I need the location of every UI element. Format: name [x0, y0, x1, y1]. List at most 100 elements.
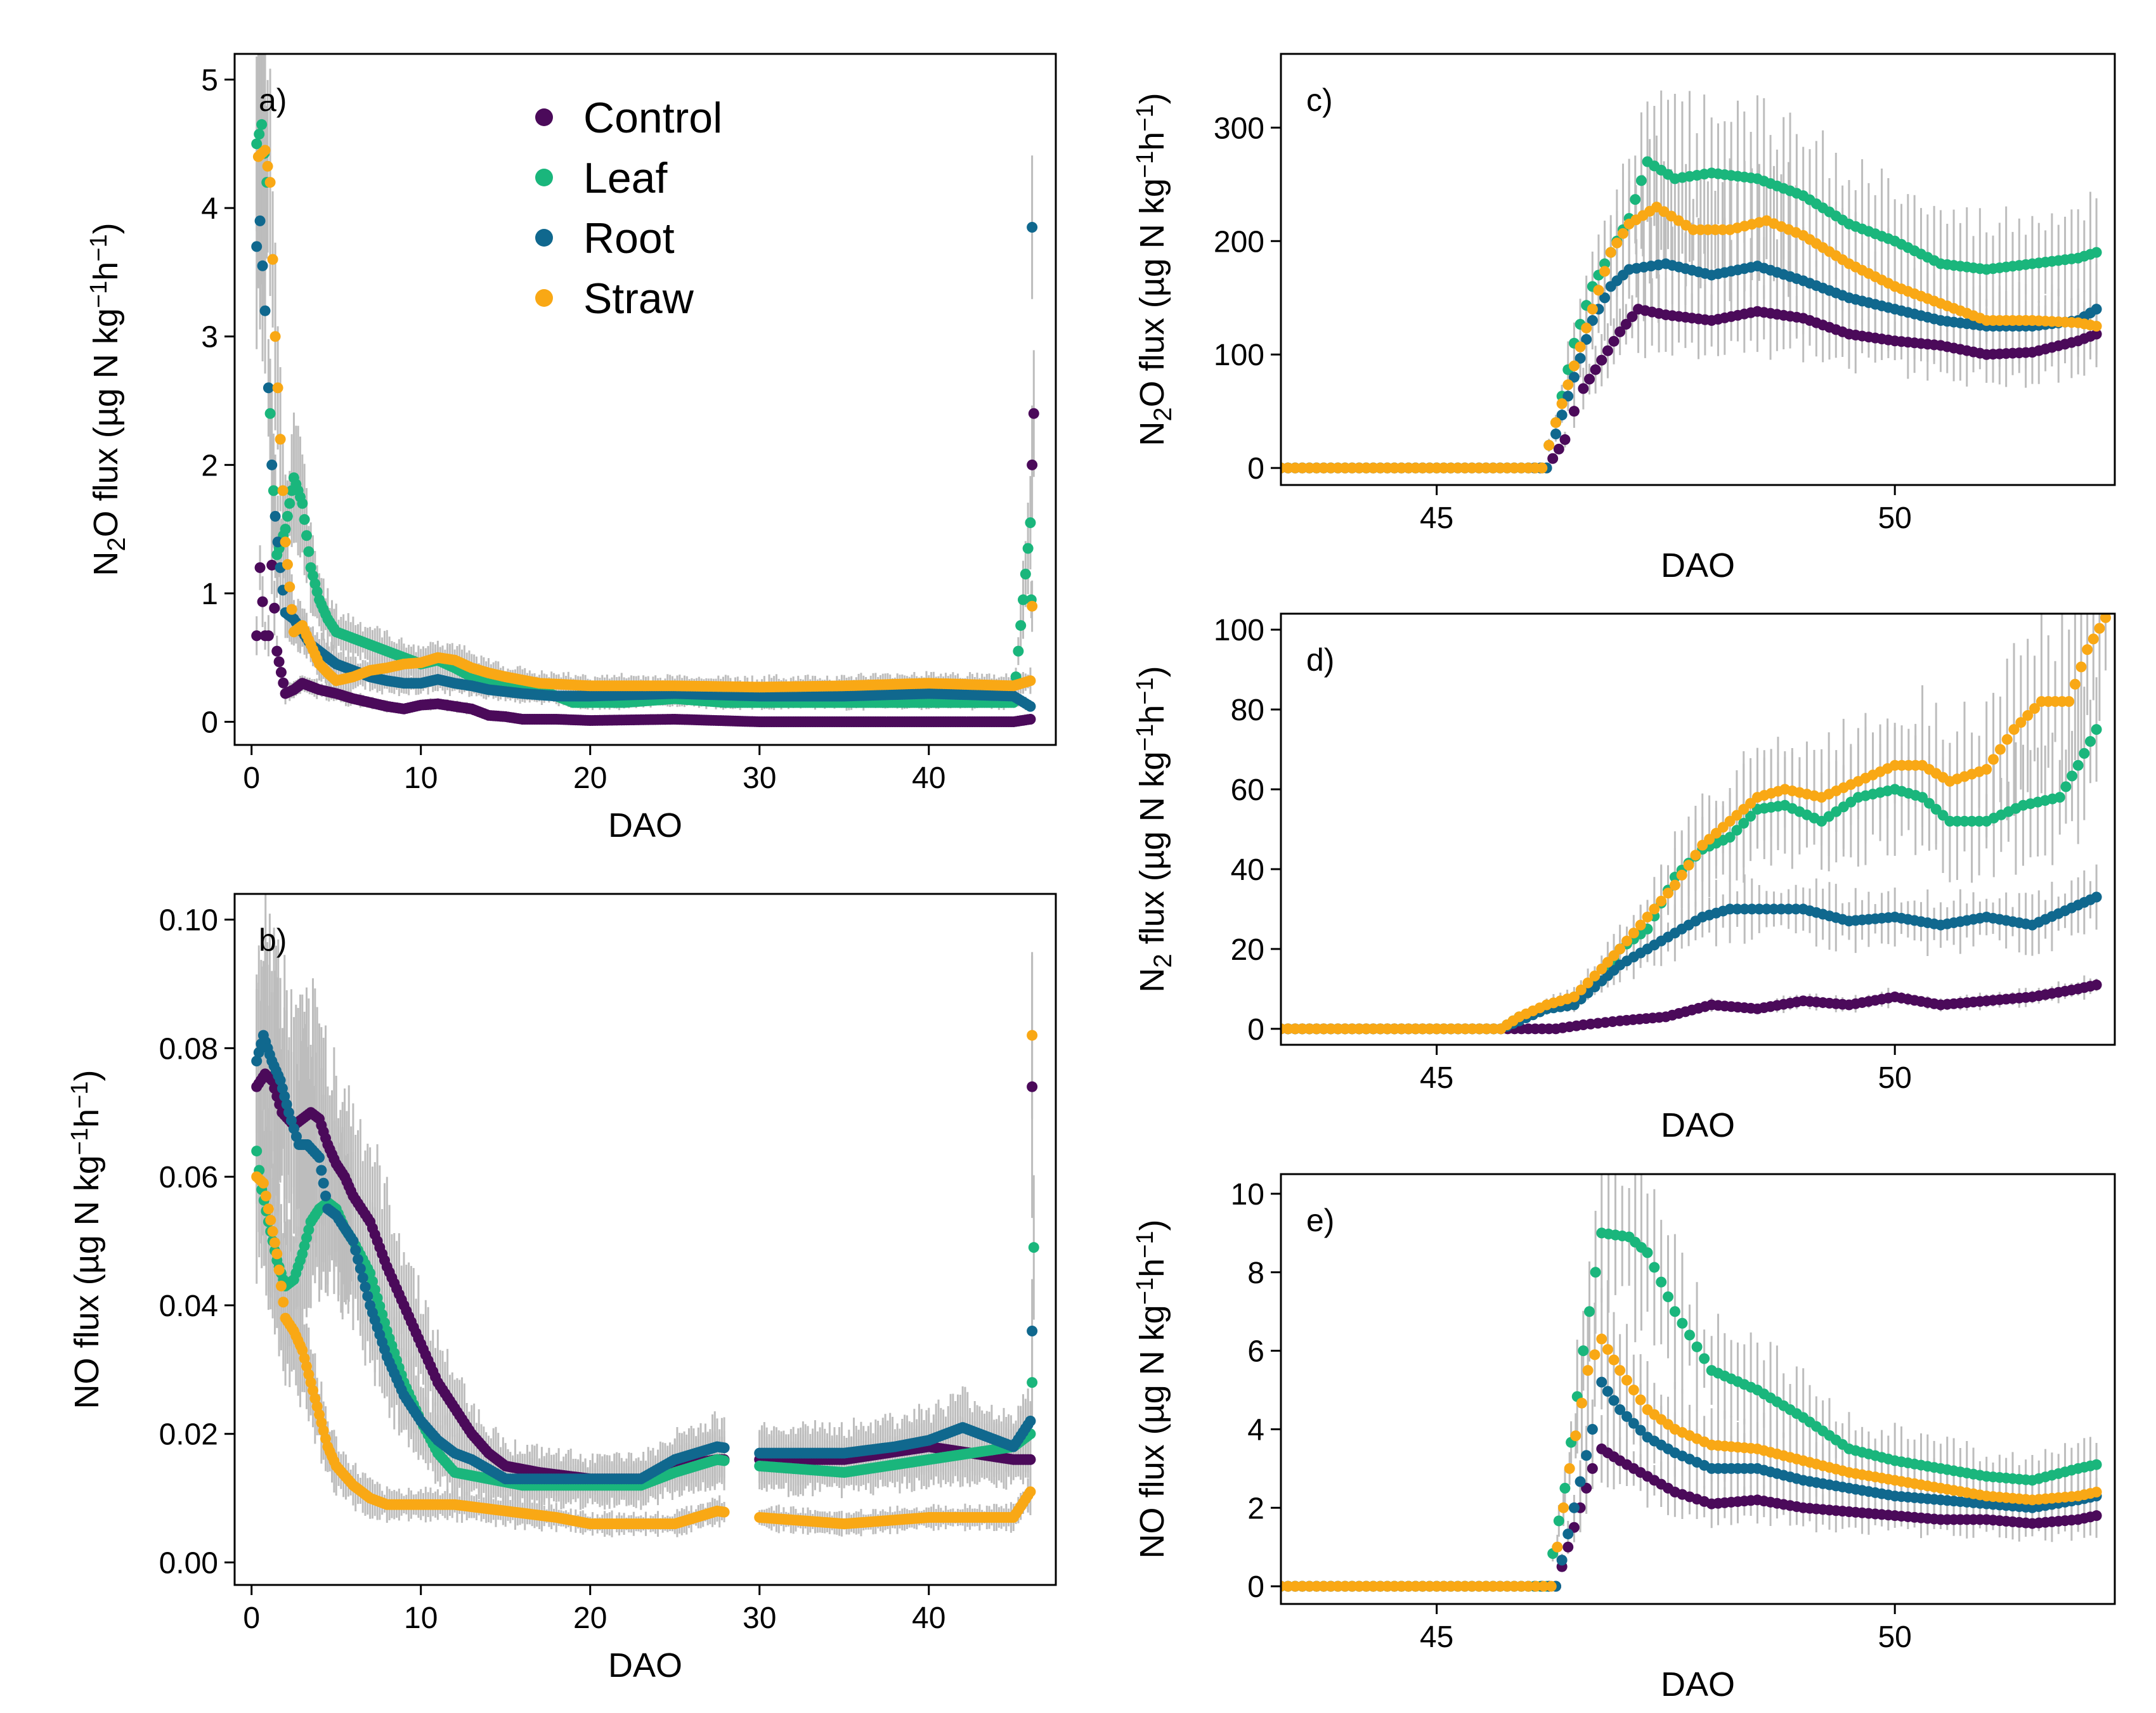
- panel-a-x-tick-label: 0: [243, 761, 260, 795]
- panel-a-y-tick-label: 1: [201, 578, 218, 611]
- panel-a: 0 10 20 30 40 0 1 2 3 4 5 a) DAO N2O flux (µg N k…: [86, 53, 1057, 844]
- point-root: [318, 1177, 329, 1189]
- point-control: [257, 596, 268, 607]
- point-root: [253, 1047, 264, 1058]
- point-control: [269, 602, 280, 614]
- panel-a-frame: [233, 53, 1057, 746]
- point-root: [251, 241, 263, 252]
- point-root: [251, 1056, 263, 1067]
- point-straw: [280, 536, 291, 548]
- point-leaf: [1028, 1242, 1039, 1253]
- point-control: [254, 562, 266, 573]
- panel-a-y-axis: 0 1 2 3 4 5: [201, 64, 235, 740]
- point-straw: [267, 254, 278, 265]
- point-root: [316, 1165, 327, 1176]
- panel-a-x-tick-label: 30: [743, 761, 776, 795]
- point-straw: [275, 1281, 287, 1292]
- point-straw: [282, 559, 293, 570]
- point-leaf: [280, 524, 291, 535]
- panel-a-x-tick-label: 40: [912, 761, 945, 795]
- point-root: [259, 305, 271, 316]
- point-straw: [265, 1215, 276, 1226]
- point-control: [1027, 459, 1038, 470]
- point-straw: [257, 1177, 269, 1189]
- panel-a-y-title: N2O flux (µg N kg−1h−1): [86, 223, 131, 576]
- point-root: [353, 1254, 364, 1265]
- panel-a-letter: a): [259, 82, 287, 118]
- panel-a-x-title: DAO: [608, 806, 682, 844]
- point-leaf: [1013, 645, 1024, 657]
- point-leaf: [1022, 543, 1034, 554]
- point-straw: [286, 604, 297, 615]
- point-root: [270, 510, 281, 522]
- point-straw: [284, 581, 295, 593]
- point-root: [360, 1281, 371, 1293]
- point-leaf: [372, 1292, 383, 1303]
- point-leaf: [1027, 1377, 1038, 1388]
- point-straw: [263, 1203, 274, 1215]
- point-control: [1028, 408, 1039, 419]
- point-straw: [262, 160, 273, 172]
- point-straw: [264, 177, 276, 188]
- point-root: [254, 215, 266, 226]
- point-leaf: [284, 498, 295, 509]
- panel-a-points: [251, 119, 1039, 728]
- point-root: [362, 1290, 373, 1302]
- panel-a-y-tick-label: 0: [201, 706, 218, 740]
- point-root: [350, 1244, 361, 1256]
- point-control: [1025, 713, 1036, 725]
- point-leaf: [251, 138, 263, 150]
- panel-b-points: [251, 1030, 1039, 1530]
- panel-a-y-tick-label: 2: [201, 449, 218, 482]
- point-leaf: [299, 514, 310, 525]
- point-root: [357, 1272, 368, 1283]
- point-leaf: [268, 485, 279, 496]
- point-leaf: [1015, 620, 1027, 631]
- point-straw: [271, 1248, 283, 1260]
- panel-a-y-tick-label: 3: [201, 321, 218, 354]
- point-control: [271, 645, 283, 657]
- point-straw: [277, 485, 289, 496]
- panel-a-x-tick-label: 20: [573, 761, 607, 795]
- point-root: [1027, 222, 1038, 233]
- point-straw: [1027, 600, 1038, 612]
- point-straw: [260, 1191, 271, 1202]
- point-leaf: [718, 1455, 730, 1466]
- point-straw: [272, 382, 283, 394]
- point-root: [347, 1236, 359, 1247]
- point-root: [272, 536, 283, 548]
- point-leaf: [301, 530, 312, 541]
- point-leaf: [369, 1284, 380, 1295]
- point-root: [1025, 701, 1036, 712]
- point-straw: [267, 1225, 278, 1237]
- point-leaf: [264, 408, 276, 419]
- panel-a-y-tick-label: 4: [201, 192, 218, 226]
- point-control: [266, 559, 278, 571]
- point-leaf: [1018, 594, 1029, 605]
- point-control: [1025, 1454, 1036, 1465]
- point-straw: [269, 1237, 280, 1248]
- point-root: [354, 1263, 366, 1274]
- point-straw: [718, 1506, 730, 1518]
- point-leaf: [1020, 569, 1031, 580]
- point-root: [1025, 1415, 1036, 1426]
- point-straw: [273, 1264, 285, 1276]
- panel-b: 0 10 20 30 40 0.000.020.040.060.080.10 b) DA…: [67, 893, 1057, 1684]
- point-leaf: [282, 510, 293, 522]
- panel-a-y-tick-label: 5: [201, 64, 218, 98]
- point-root: [263, 382, 274, 394]
- point-control: [273, 656, 285, 668]
- point-root: [266, 459, 278, 470]
- point-leaf: [1025, 517, 1036, 528]
- point-root: [320, 1191, 332, 1202]
- point-root: [718, 1442, 730, 1454]
- point-straw: [1025, 675, 1036, 687]
- point-control: [251, 630, 263, 642]
- point-leaf: [303, 546, 315, 557]
- point-straw: [270, 331, 281, 342]
- point-leaf: [254, 129, 265, 140]
- point-straw: [278, 1296, 289, 1308]
- point-leaf: [374, 1300, 386, 1312]
- point-control: [275, 667, 287, 678]
- point-root: [257, 260, 268, 271]
